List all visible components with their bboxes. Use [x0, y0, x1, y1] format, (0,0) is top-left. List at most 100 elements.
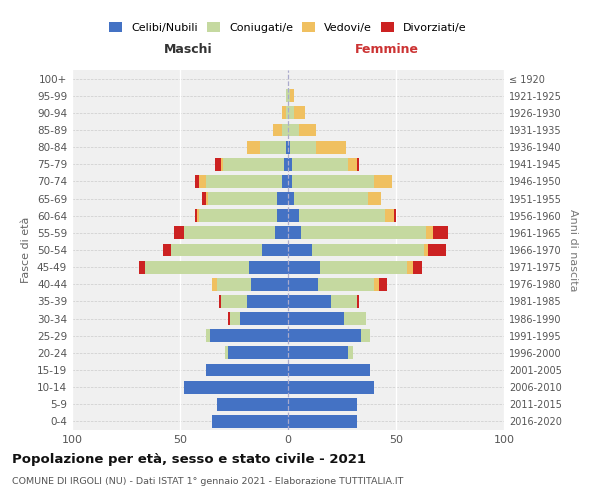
Bar	[288, 415, 357, 428]
Bar	[349, 346, 353, 360]
Bar	[288, 380, 374, 394]
Bar	[227, 346, 288, 360]
Bar	[284, 158, 288, 170]
Bar	[281, 175, 288, 188]
Bar	[199, 175, 206, 188]
Bar	[290, 90, 295, 102]
Bar	[206, 192, 208, 205]
Bar	[312, 244, 424, 256]
Bar	[357, 158, 359, 170]
Bar	[316, 140, 346, 153]
Bar	[251, 278, 288, 290]
Bar	[295, 106, 305, 120]
Bar	[286, 106, 288, 120]
Bar	[241, 312, 288, 325]
Bar	[206, 364, 288, 376]
Bar	[288, 140, 290, 153]
Text: Femmine: Femmine	[355, 42, 419, 56]
Bar	[344, 312, 366, 325]
Bar	[331, 295, 357, 308]
Bar	[288, 158, 292, 170]
Bar	[299, 210, 385, 222]
Bar	[361, 330, 370, 342]
Bar	[277, 192, 288, 205]
Bar	[221, 295, 247, 308]
Bar	[368, 192, 381, 205]
Bar	[295, 192, 368, 205]
Bar	[288, 226, 301, 239]
Bar	[357, 295, 359, 308]
Bar	[197, 210, 199, 222]
Bar	[290, 140, 316, 153]
Bar	[374, 175, 392, 188]
Bar	[145, 260, 249, 274]
Bar	[288, 192, 295, 205]
Bar	[288, 346, 349, 360]
Bar	[433, 226, 448, 239]
Bar	[286, 140, 288, 153]
Bar	[428, 244, 446, 256]
Bar	[281, 106, 286, 120]
Bar	[163, 244, 172, 256]
Bar	[230, 312, 241, 325]
Text: Popolazione per età, sesso e stato civile - 2021: Popolazione per età, sesso e stato civil…	[12, 452, 366, 466]
Bar	[221, 158, 223, 170]
Bar	[394, 210, 396, 222]
Bar	[247, 140, 260, 153]
Bar	[292, 158, 349, 170]
Bar	[184, 226, 275, 239]
Bar	[226, 346, 227, 360]
Bar	[223, 158, 284, 170]
Bar	[288, 330, 361, 342]
Bar	[292, 175, 374, 188]
Bar	[247, 295, 288, 308]
Bar	[288, 106, 295, 120]
Bar	[426, 226, 433, 239]
Bar	[288, 244, 312, 256]
Bar	[212, 415, 288, 428]
Bar	[275, 226, 288, 239]
Y-axis label: Fasce di età: Fasce di età	[22, 217, 31, 283]
Bar	[195, 210, 197, 222]
Bar	[424, 244, 428, 256]
Bar	[318, 278, 374, 290]
Bar	[210, 330, 288, 342]
Bar	[173, 226, 184, 239]
Bar	[262, 244, 288, 256]
Bar	[206, 175, 281, 188]
Text: COMUNE DI IRGOLI (NU) - Dati ISTAT 1° gennaio 2021 - Elaborazione TUTTITALIA.IT: COMUNE DI IRGOLI (NU) - Dati ISTAT 1° ge…	[12, 478, 403, 486]
Bar	[212, 278, 217, 290]
Bar	[288, 90, 290, 102]
Bar	[288, 312, 344, 325]
Bar	[277, 210, 288, 222]
Bar	[288, 278, 318, 290]
Bar	[199, 210, 277, 222]
Legend: Celibi/Nubili, Coniugati/e, Vedovi/e, Divorziati/e: Celibi/Nubili, Coniugati/e, Vedovi/e, Di…	[105, 18, 471, 38]
Bar	[172, 244, 262, 256]
Bar	[385, 210, 394, 222]
Bar	[217, 278, 251, 290]
Bar	[288, 175, 292, 188]
Bar	[260, 140, 286, 153]
Bar	[301, 226, 426, 239]
Bar	[249, 260, 288, 274]
Bar	[273, 124, 281, 136]
Bar	[286, 90, 288, 102]
Bar	[219, 295, 221, 308]
Y-axis label: Anni di nascita: Anni di nascita	[568, 209, 578, 291]
Bar	[227, 312, 230, 325]
Bar	[379, 278, 388, 290]
Bar	[202, 192, 206, 205]
Bar	[184, 380, 288, 394]
Bar	[195, 175, 199, 188]
Bar	[288, 364, 370, 376]
Bar	[374, 278, 379, 290]
Bar	[206, 330, 210, 342]
Bar	[281, 124, 288, 136]
Bar	[288, 210, 299, 222]
Bar	[413, 260, 422, 274]
Bar	[288, 398, 357, 410]
Bar	[288, 124, 299, 136]
Bar	[320, 260, 407, 274]
Bar	[288, 260, 320, 274]
